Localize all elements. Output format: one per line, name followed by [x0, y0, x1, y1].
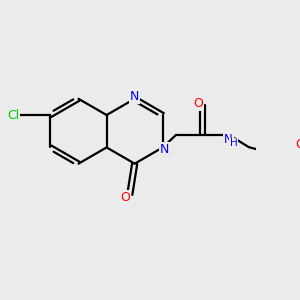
Text: O: O — [193, 97, 203, 110]
Text: Cl: Cl — [7, 109, 19, 122]
Text: H: H — [230, 138, 237, 148]
Text: N: N — [224, 133, 233, 146]
Text: O: O — [295, 138, 300, 151]
Text: O: O — [121, 190, 130, 203]
Text: N: N — [130, 90, 140, 103]
Text: N: N — [160, 142, 169, 156]
